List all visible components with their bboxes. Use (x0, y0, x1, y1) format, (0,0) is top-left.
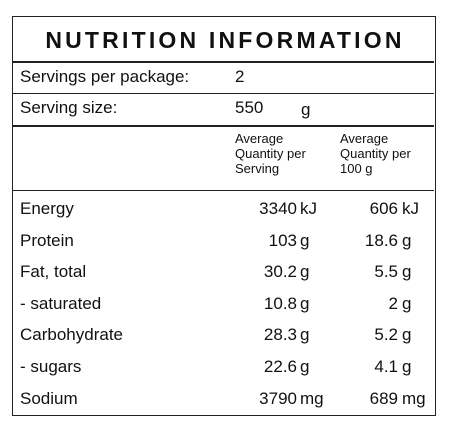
per-100g-unit: g (402, 294, 412, 313)
column-header-per-100g: Average Quantity per 100 g (340, 131, 411, 176)
per-100g-unit: kJ (402, 199, 419, 218)
table-row: - sugars 22.6 g 4.1 g (13, 352, 434, 383)
serving-size-value: 550 (235, 98, 264, 117)
per-serving-unit: mg (300, 389, 324, 408)
serving-size-unit: g (301, 100, 311, 119)
nutrient-name: - sugars (20, 357, 82, 376)
per-100g-value: 4.1 (374, 357, 398, 376)
nutrient-name: Sodium (20, 389, 78, 408)
nutrient-name: Fat, total (20, 262, 87, 281)
nutrient-name: Protein (20, 231, 74, 250)
nutrient-name: Carbohydrate (20, 325, 124, 344)
per-serving-value: 103 (268, 231, 297, 250)
per-serving-unit: g (300, 262, 310, 281)
servings-per-package-label: Servings per package: (20, 67, 190, 86)
header-divider (13, 190, 434, 191)
per-100g-unit: g (402, 231, 412, 250)
per-serving-unit: g (300, 357, 310, 376)
table-row: Protein 103 g 18.6 g (13, 226, 434, 257)
per-100g-unit: mg (402, 389, 426, 408)
serving-size-divider (13, 125, 434, 127)
table-row: Energy 3340 kJ 606 kJ (13, 194, 434, 225)
per-serving-value: 30.2 (263, 262, 297, 281)
table-row: Fat, total 30.2 g 5.5 g (13, 257, 434, 288)
per-100g-value: 689 (369, 389, 398, 408)
servings-per-package-value: 2 (235, 67, 245, 86)
serving-size-label: Serving size: (20, 98, 118, 117)
per-serving-unit: kJ (300, 199, 317, 218)
per-100g-unit: g (402, 357, 412, 376)
title-divider (13, 61, 434, 63)
per-100g-value: 2 (388, 294, 398, 313)
nutrient-name: Energy (20, 199, 74, 218)
per-serving-value: 10.8 (263, 294, 297, 313)
table-row: Carbohydrate 28.3 g 5.2 g (13, 320, 434, 351)
per-100g-value: 5.2 (374, 325, 398, 344)
table-row: - saturated 10.8 g 2 g (13, 289, 434, 320)
per-serving-value: 22.6 (263, 357, 297, 376)
nutrient-name: - saturated (20, 294, 102, 313)
per-100g-value: 18.6 (364, 231, 398, 250)
panel-title: NUTRITION INFORMATION (45, 27, 405, 53)
table-row: Sodium 3790 mg 689 mg (13, 384, 434, 415)
per-serving-value: 3790 (259, 389, 297, 408)
per-100g-unit: g (402, 262, 412, 281)
column-header-per-serving: Average Quantity per Serving (235, 131, 306, 176)
per-serving-unit: g (300, 231, 310, 250)
per-serving-unit: g (300, 294, 310, 313)
nutrition-panel: NUTRITION INFORMATION Servings per packa… (12, 16, 436, 416)
per-100g-value: 5.5 (374, 262, 398, 281)
per-serving-unit: g (300, 325, 310, 344)
per-100g-unit: g (402, 325, 412, 344)
per-100g-value: 606 (369, 199, 398, 218)
servings-divider (13, 93, 434, 94)
per-serving-value: 3340 (259, 199, 297, 218)
per-serving-value: 28.3 (263, 325, 297, 344)
